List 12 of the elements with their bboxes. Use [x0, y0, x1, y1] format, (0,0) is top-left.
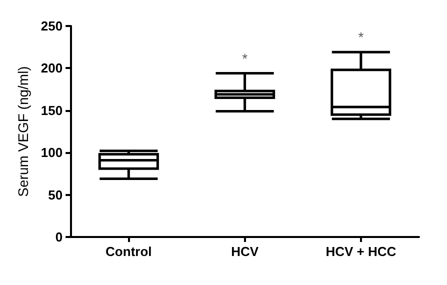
x-tick-label: HCV: [231, 244, 259, 259]
y-tick-label: 0: [55, 230, 63, 244]
x-tick-label: Control: [106, 244, 152, 259]
annotation: *: [358, 29, 364, 46]
annotation: *: [242, 50, 248, 66]
y-tick-label: 200: [40, 60, 63, 76]
y-tick-label: 100: [40, 145, 63, 160]
x-tick-label: HCV + HCC: [326, 244, 397, 259]
y-tick-label: 50: [48, 187, 63, 202]
y-tick-label: 250: [40, 18, 63, 34]
y-axis-title: Serum VEGF (ng/ml): [15, 66, 31, 197]
y-tick-label: 150: [40, 102, 63, 118]
